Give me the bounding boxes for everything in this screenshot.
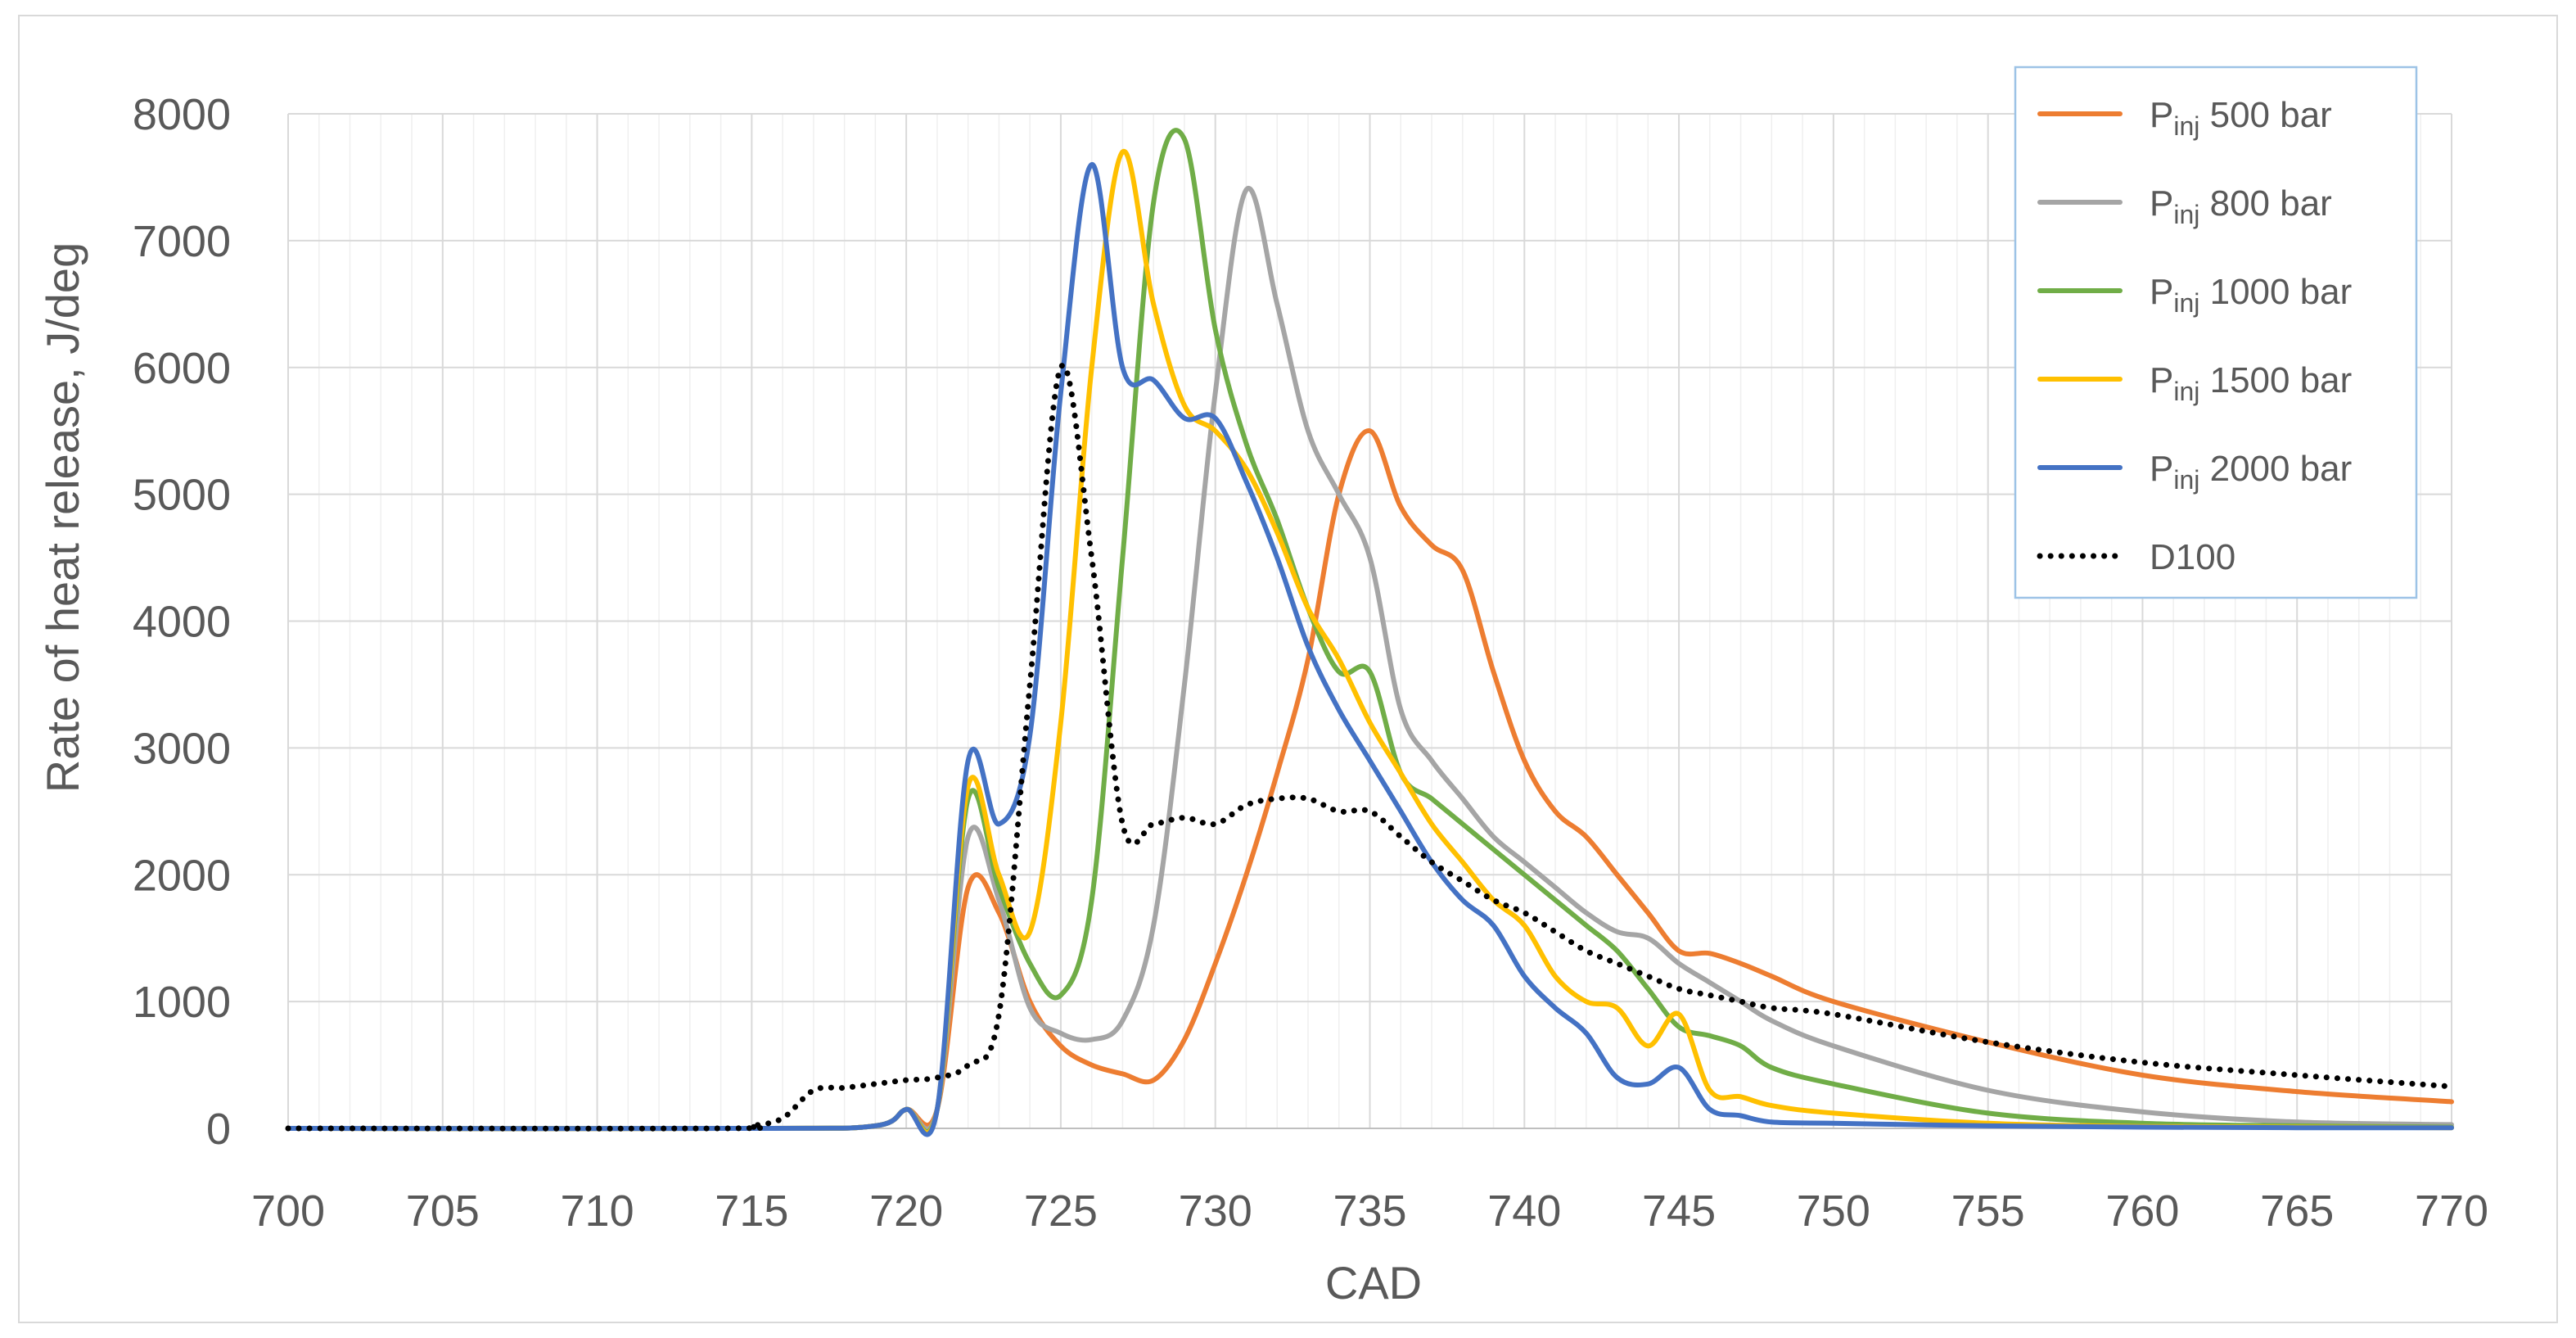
x-tick-label: 735: [1333, 1187, 1406, 1236]
x-tick-label: 730: [1179, 1187, 1252, 1236]
y-axis-title: Rate of heat release, J/deg: [37, 242, 88, 793]
y-tick-label: 3000: [133, 724, 231, 773]
legend-box: [2014, 66, 2418, 599]
x-tick-label: 740: [1487, 1187, 1561, 1236]
y-tick-label: 2000: [133, 851, 231, 900]
y-tick-label: 8000: [133, 90, 231, 139]
y-tick-label: 0: [206, 1105, 231, 1154]
legend-label-0: Pinj 500 bar: [2150, 95, 2332, 141]
x-tick-labels: 700 705 710 715 720 725 730 735 740 745 750 755 760 7…: [251, 1187, 2488, 1236]
x-tick-label: 705: [406, 1187, 480, 1236]
series-line-1: [286, 185, 2454, 1132]
legend: Pinj 500 bar Pinj 800 bar Pinj 1000 bar Pin…: [2014, 66, 2418, 599]
x-tick-label: 725: [1024, 1187, 1098, 1236]
y-tick-label: 6000: [133, 344, 231, 393]
y-tick-label: 5000: [133, 471, 231, 520]
legend-label-2: Pinj 1000 bar: [2150, 272, 2352, 318]
x-tick-label: 765: [2260, 1187, 2334, 1236]
x-axis-title: CAD: [1325, 1257, 1422, 1309]
x-tick-label: 710: [561, 1187, 634, 1236]
grid: [287, 113, 2452, 1129]
series-line-0: [286, 428, 2454, 1132]
x-tick-label: 755: [1951, 1187, 2025, 1236]
y-tick-labels: 0 1000 2000 3000 4000 5000 6000 7000 8000: [133, 90, 231, 1154]
legend-label-4: Pinj 2000 bar: [2150, 449, 2352, 495]
x-tick-label: 720: [869, 1187, 943, 1236]
x-tick-label: 760: [2105, 1187, 2179, 1236]
y-tick-label: 7000: [133, 217, 231, 266]
legend-label-3: Pinj 1500 bar: [2150, 360, 2352, 406]
y-tick-label: 4000: [133, 598, 231, 647]
x-tick-label: 770: [2415, 1187, 2488, 1236]
legend-label-5: D100: [2150, 537, 2235, 577]
legend-label-1: Pinj 800 bar: [2150, 183, 2332, 229]
series-line-4: [286, 161, 2454, 1137]
y-tick-label: 1000: [133, 978, 231, 1027]
x-tick-label: 700: [251, 1187, 325, 1236]
x-tick-label: 750: [1797, 1187, 1870, 1236]
x-tick-label: 715: [715, 1187, 788, 1236]
x-tick-label: 745: [1642, 1187, 1716, 1236]
series-lines: [285, 128, 2455, 1137]
series-line-5: [285, 362, 2455, 1132]
